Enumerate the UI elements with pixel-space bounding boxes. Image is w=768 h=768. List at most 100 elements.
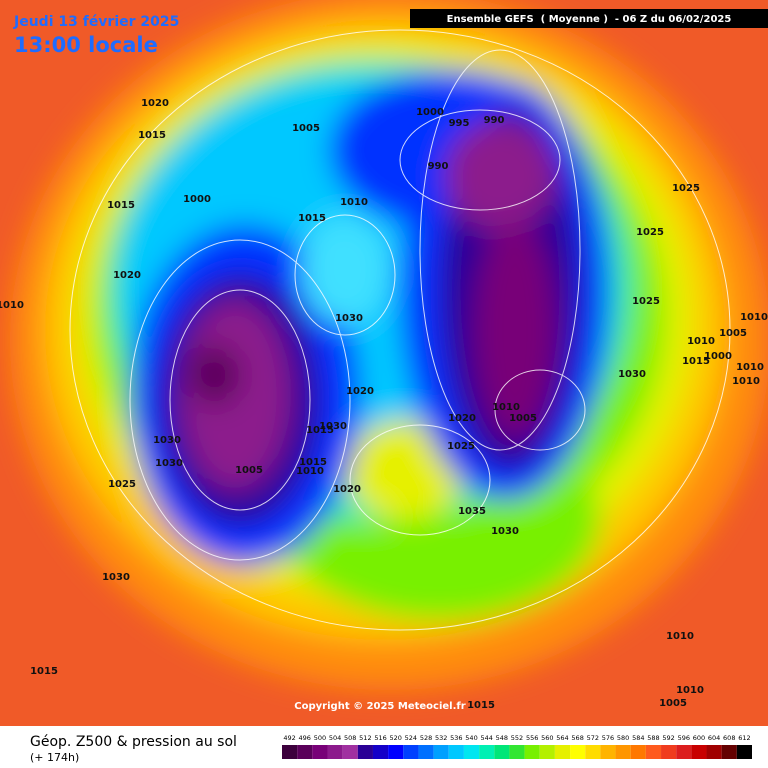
isobar-label: 1005 (659, 698, 687, 709)
scale-swatch (282, 745, 298, 759)
scale-swatch (706, 745, 722, 759)
isobar-label: 1010 (676, 685, 704, 696)
scale-swatch (372, 745, 389, 759)
scale-swatch (585, 745, 601, 759)
isobar-label: 1030 (335, 313, 363, 324)
isobar-label: 1030 (618, 369, 646, 380)
isobar-label: 1010 (666, 631, 694, 642)
isobar-label: 1010 (0, 300, 24, 311)
scale-swatch (600, 745, 616, 759)
isobar-label: 1020 (113, 270, 141, 281)
scale-label: 576 (602, 734, 614, 742)
scale-swatch (615, 745, 631, 759)
isobar-label: 1020 (346, 386, 374, 397)
scale-swatch (736, 745, 752, 759)
isobar-label: 1030 (153, 435, 181, 446)
isobar-label: 1030 (319, 421, 347, 432)
scale-swatch (312, 745, 328, 759)
geopotential-field (0, 0, 768, 726)
scale-swatch (661, 745, 677, 759)
isobar-label: 1015 (299, 457, 327, 468)
scale-swatch (342, 745, 358, 759)
isobar-label: 1000 (416, 107, 444, 118)
scale-label: 500 (314, 734, 326, 742)
scale-label: 536 (450, 734, 462, 742)
isobar-label: 1030 (491, 526, 519, 537)
scale-swatch (645, 745, 662, 759)
scale-swatch (433, 745, 449, 759)
footer-title: Géop. Z500 & pression au sol (30, 734, 237, 750)
isobar-label: 990 (484, 115, 505, 126)
isobar-label: 1015 (30, 666, 58, 677)
scale-swatch (721, 745, 737, 759)
isobar-label: 1010 (736, 362, 764, 373)
scale-swatch (448, 745, 464, 759)
isobar-label: 1010 (740, 312, 768, 323)
scale-label: 524 (405, 734, 417, 742)
scale-swatch (691, 745, 707, 759)
isobar-label: 1015 (306, 425, 334, 436)
isobar-label: 1020 (448, 413, 476, 424)
scale-label: 540 (465, 734, 477, 742)
scale-label: 492 (283, 734, 295, 742)
scale-label: 504 (329, 734, 341, 742)
isobar-label: 1025 (672, 183, 700, 194)
scale-label: 612 (738, 734, 750, 742)
scale-swatch (494, 745, 510, 759)
scale-label: 608 (723, 734, 735, 742)
isobar-label: 1025 (108, 479, 136, 490)
scale-label: 496 (299, 734, 311, 742)
color-scale: 492 496 500 504 508 512 516 520 524 528 532 536 540 5… (282, 734, 752, 759)
isobar-label: 1015 (138, 130, 166, 141)
isobar-label: 1005 (719, 328, 747, 339)
isobar-label: 1010 (732, 376, 760, 387)
scale-label: 588 (647, 734, 659, 742)
isobar-label: 1015 (467, 700, 495, 711)
scale-label: 552 (511, 734, 523, 742)
scale-swatch (388, 745, 404, 759)
isobar-label: 1015 (298, 213, 326, 224)
isobar-label: 990 (428, 161, 449, 172)
scale-label: 572 (587, 734, 599, 742)
isobar-label: 1010 (340, 197, 368, 208)
isobar-label: 995 (449, 118, 470, 129)
scale-swatch (403, 745, 419, 759)
isobar-label: 1000 (183, 194, 211, 205)
scale-swatch (676, 745, 692, 759)
scale-swatch (297, 745, 313, 759)
scale-label: 532 (435, 734, 447, 742)
scale-label: 580 (617, 734, 629, 742)
isobar-label: 1005 (509, 413, 537, 424)
isobar-label: 1005 (292, 123, 320, 134)
run-info-box (410, 9, 768, 28)
scale-label: 596 (678, 734, 690, 742)
local-time: 13:00 locale (14, 33, 158, 57)
isobar-label: 1025 (632, 296, 660, 307)
scale-swatch (463, 745, 480, 759)
scale-swatch (554, 745, 571, 759)
scale-label: 564 (556, 734, 568, 742)
scale-swatch (570, 745, 586, 759)
scale-swatch (524, 745, 540, 759)
scale-label: 512 (359, 734, 371, 742)
isobar-label: 1010 (687, 336, 715, 347)
scale-label: 528 (420, 734, 432, 742)
scale-label: 548 (496, 734, 508, 742)
isobar-label: 1010 (296, 466, 324, 477)
scale-swatch (630, 745, 646, 759)
scale-label: 556 (526, 734, 538, 742)
scale-label: 560 (541, 734, 553, 742)
footer-lead: (+ 174h) (30, 751, 79, 764)
scale-swatch (327, 745, 343, 759)
isobar-label: 1025 (636, 227, 664, 238)
isobar-label: 1015 (107, 200, 135, 211)
scale-label: 584 (632, 734, 644, 742)
isobar-label: 1020 (141, 98, 169, 109)
isobar-label: 1030 (155, 458, 183, 469)
copyright: Copyright © 2025 Meteociel.fr (294, 701, 465, 712)
scale-label: 520 (389, 734, 401, 742)
date: Jeudi 13 février 2025 (13, 14, 179, 30)
